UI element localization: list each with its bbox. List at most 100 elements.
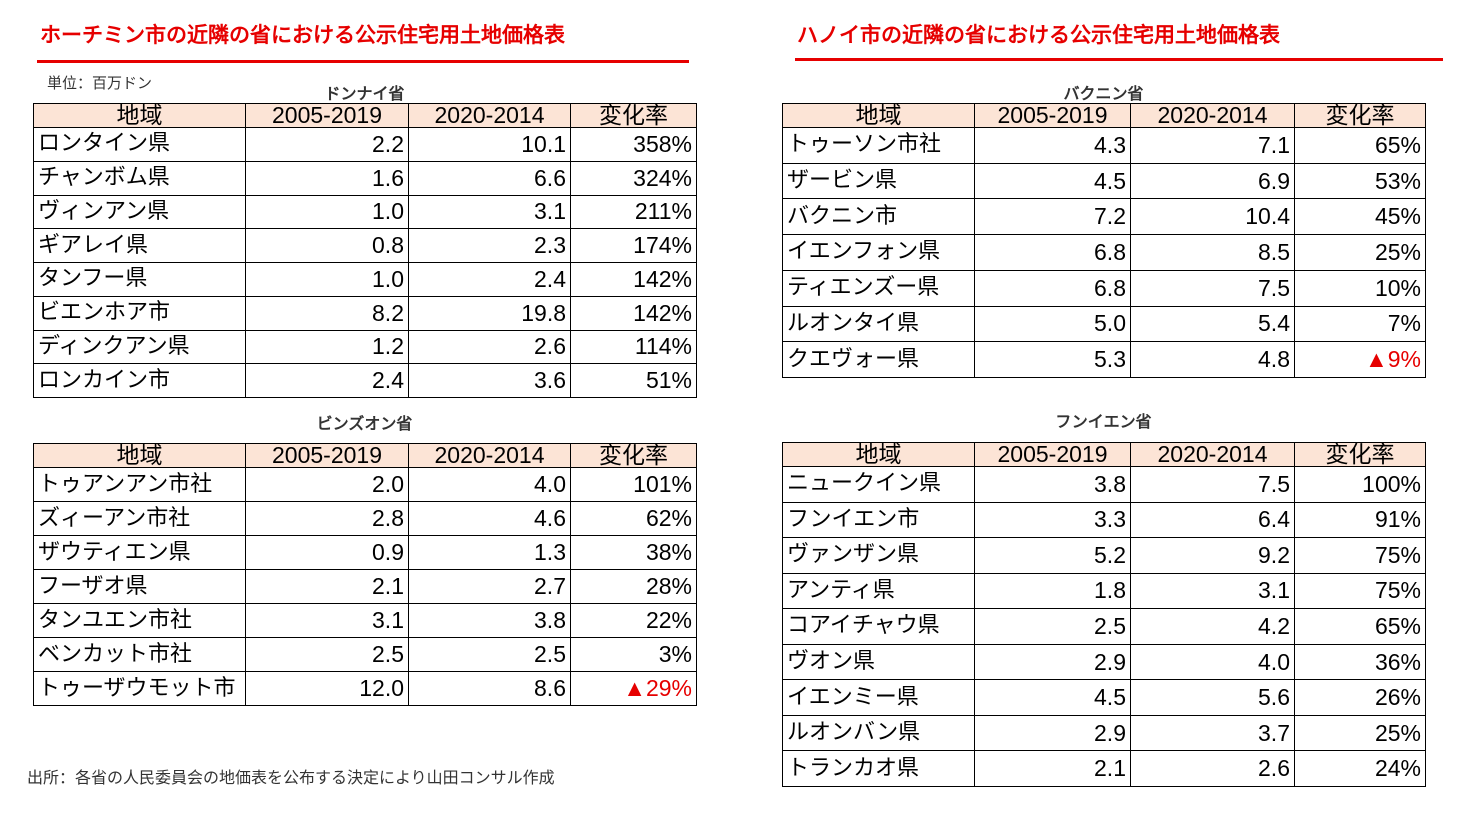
price-2020-2014-cell: 1.3 xyxy=(408,535,571,570)
table-row: イエンミー県 4.5 5.6 26% xyxy=(782,679,1426,716)
region-cell: トランカオ県 xyxy=(782,750,975,787)
price-2020-2014-cell: 4.2 xyxy=(1130,608,1295,645)
price-2005-2019-cell: 12.0 xyxy=(245,671,409,706)
table-row: ロンカイン市 2.4 3.6 51% xyxy=(33,363,697,398)
price-2005-2019-cell: 2.8 xyxy=(245,501,409,536)
region-cell: ルオンバン県 xyxy=(782,714,975,752)
price-2020-2014-cell: 2.7 xyxy=(408,569,571,604)
price-2005-2019-cell: 6.8 xyxy=(974,269,1131,307)
price-2020-2014-cell: 2.5 xyxy=(408,637,571,672)
table-row: ヴァンザン県 5.2 9.2 75% xyxy=(782,537,1426,574)
region-cell: ズィーアン市社 xyxy=(33,501,246,536)
right-title-underline xyxy=(795,58,1443,61)
column-header-region: 地域 xyxy=(33,103,246,128)
price-2005-2019-cell: 8.2 xyxy=(245,295,409,331)
change-rate-cell: 28% xyxy=(570,569,697,604)
change-rate-cell: 53% xyxy=(1294,162,1426,200)
region-cell: タンユエン市社 xyxy=(33,603,246,638)
column-header-period-1: 2005-2019 xyxy=(245,443,409,468)
price-2020-2014-cell: 6.9 xyxy=(1130,162,1295,200)
price-2005-2019-cell: 0.9 xyxy=(245,535,409,570)
price-2020-2014-cell: 7.1 xyxy=(1130,127,1295,164)
change-rate-cell: 25% xyxy=(1294,714,1426,752)
change-rate-cell: 22% xyxy=(570,603,697,638)
binhduong-caption: ビンズオン省 xyxy=(316,414,413,433)
region-cell: イエンミー県 xyxy=(782,679,975,716)
table-row: バクニン市 7.2 10.4 45% xyxy=(782,198,1426,236)
price-2005-2019-cell: 2.0 xyxy=(245,467,409,502)
region-cell: ザウティエン県 xyxy=(33,535,246,570)
price-2005-2019-cell: 5.0 xyxy=(974,305,1131,343)
change-rate-cell: 26% xyxy=(1294,679,1426,716)
table-header-row: 地域 2005-2019 2020-2014 変化率 xyxy=(33,103,697,128)
hungyen-price-table: 地域 2005-2019 2020-2014 変化率 ニュークイン県 3.8 7.5… xyxy=(782,442,1426,787)
dongnai-price-table: 地域 2005-2019 2020-2014 変化率 ロンタイン県 2.2 10.1… xyxy=(33,103,697,398)
price-2005-2019-cell: 1.0 xyxy=(245,262,409,297)
change-rate-cell: 62% xyxy=(570,501,697,536)
binhduong-price-table: 地域 2005-2019 2020-2014 変化率 トゥアンアン市社 2.0 4.… xyxy=(33,443,697,706)
region-cell: ルオンタイ県 xyxy=(782,305,975,343)
change-rate-cell: 324% xyxy=(570,160,697,196)
table-row: クエヴォー県 5.3 4.8 ▲9% xyxy=(782,341,1426,378)
table-row: ニュークイン県 3.8 7.5 100% xyxy=(782,466,1426,503)
price-2005-2019-cell: 1.6 xyxy=(245,160,409,196)
change-rate-cell: 24% xyxy=(1294,750,1426,787)
price-2020-2014-cell: 3.1 xyxy=(408,194,571,230)
change-rate-cell: 10% xyxy=(1294,269,1426,307)
price-2020-2014-cell: 2.6 xyxy=(408,329,571,365)
change-rate-cell: 91% xyxy=(1294,501,1426,539)
table-row: ルオンバン県 2.9 3.7 25% xyxy=(782,714,1426,752)
price-2005-2019-cell: 2.1 xyxy=(245,569,409,604)
table-row: トゥーソン市社 4.3 7.1 65% xyxy=(782,127,1426,164)
price-2020-2014-cell: 10.1 xyxy=(408,127,571,162)
price-2005-2019-cell: 3.3 xyxy=(974,501,1131,539)
table-row: コアイチャウ県 2.5 4.2 65% xyxy=(782,608,1426,645)
region-cell: ギアレイ県 xyxy=(33,228,246,263)
change-rate-cell: 51% xyxy=(570,363,697,398)
region-cell: ヴァンザン県 xyxy=(782,537,975,574)
table-row: ビエンホア市 8.2 19.8 142% xyxy=(33,295,697,331)
table-header-row: 地域 2005-2019 2020-2014 変化率 xyxy=(33,443,697,468)
table-row: ザウティエン県 0.9 1.3 38% xyxy=(33,535,697,570)
region-cell: タンフー県 xyxy=(33,262,246,297)
table-row: トランカオ県 2.1 2.6 24% xyxy=(782,750,1426,787)
change-rate-cell: 3% xyxy=(570,637,697,672)
region-cell: フンイエン市 xyxy=(782,501,975,539)
region-cell: クエヴォー県 xyxy=(782,341,975,378)
column-header-change-rate: 変化率 xyxy=(570,443,697,468)
column-header-period-2: 2020-2014 xyxy=(408,443,571,468)
change-rate-cell: 36% xyxy=(1294,643,1426,681)
table-row: タンユエン市社 3.1 3.8 22% xyxy=(33,603,697,638)
table-row: ティエンズー県 6.8 7.5 10% xyxy=(782,269,1426,307)
price-2020-2014-cell: 3.1 xyxy=(1130,572,1295,610)
price-2020-2014-cell: 7.5 xyxy=(1130,466,1295,503)
left-section-title: ホーチミン市の近隣の省における公示住宅用土地価格表 xyxy=(40,23,565,47)
region-cell: トゥアンアン市社 xyxy=(33,467,246,502)
left-title-underline xyxy=(37,60,689,63)
price-2005-2019-cell: 0.8 xyxy=(245,228,409,263)
right-section-title: ハノイ市の近隣の省における公示住宅用土地価格表 xyxy=(797,23,1280,47)
table-row: ザービン県 4.5 6.9 53% xyxy=(782,162,1426,200)
price-2020-2014-cell: 4.0 xyxy=(408,467,571,502)
table-row: トゥーザウモット市 12.0 8.6 ▲29% xyxy=(33,671,697,706)
price-2020-2014-cell: 8.5 xyxy=(1130,234,1295,271)
region-cell: ザービン県 xyxy=(782,162,975,200)
change-rate-cell: 358% xyxy=(570,127,697,162)
price-2020-2014-cell: 2.6 xyxy=(1130,750,1295,787)
region-cell: ニュークイン県 xyxy=(782,466,975,503)
price-2005-2019-cell: 2.2 xyxy=(245,127,409,162)
table-row: アンティ県 1.8 3.1 75% xyxy=(782,572,1426,610)
column-header-region: 地域 xyxy=(782,442,975,467)
change-rate-cell: 142% xyxy=(570,295,697,331)
table-row: ズィーアン市社 2.8 4.6 62% xyxy=(33,501,697,536)
region-cell: トゥーソン市社 xyxy=(782,127,975,164)
price-2005-2019-cell: 3.1 xyxy=(245,603,409,638)
price-2020-2014-cell: 3.6 xyxy=(408,363,571,398)
price-2005-2019-cell: 3.8 xyxy=(974,466,1131,503)
price-2005-2019-cell: 5.2 xyxy=(974,537,1131,574)
dongnai-caption: ドンナイ省 xyxy=(324,84,405,103)
column-header-period-1: 2005-2019 xyxy=(974,103,1131,128)
column-header-change-rate: 変化率 xyxy=(1294,103,1426,128)
price-2005-2019-cell: 2.1 xyxy=(974,750,1131,787)
price-2020-2014-cell: 9.2 xyxy=(1130,537,1295,574)
